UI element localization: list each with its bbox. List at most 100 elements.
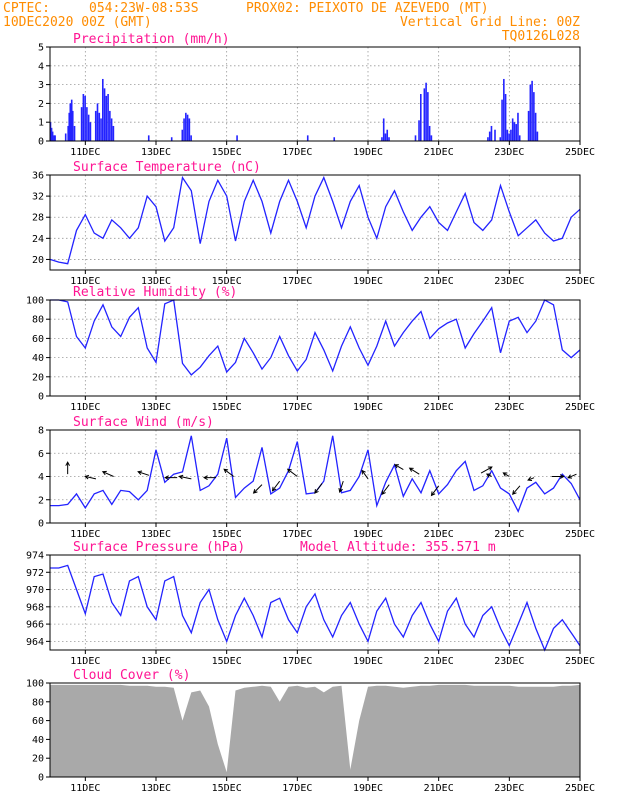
cloud-xtick-label: 13DEC	[141, 783, 171, 794]
precip-bar	[536, 131, 539, 141]
precip-title: Precipitation (mm/h)	[73, 32, 230, 47]
pressure-xtick-label: 15DEC	[212, 656, 242, 667]
precip-bar	[53, 135, 55, 141]
pressure-ytick-label: 966	[26, 620, 44, 631]
header-station: PROX02: PEIXOTO DE AZEVEDO (MT)	[246, 1, 489, 16]
precip-bar	[504, 94, 507, 141]
cloud-ytick-label: 60	[32, 716, 44, 727]
temp-xtick-label: 21DEC	[424, 276, 454, 287]
pressure-xtick-label: 21DEC	[424, 656, 454, 667]
wind-arrow	[408, 467, 420, 475]
humidity-xtick-label: 11DEC	[70, 402, 100, 413]
temp-ytick-label: 32	[32, 192, 44, 203]
precip-bar	[71, 110, 74, 141]
precip-bar	[427, 92, 429, 141]
precip-bar	[518, 135, 521, 141]
humidity-xtick-label: 25DEC	[565, 402, 595, 413]
precip-bar	[64, 133, 67, 141]
precip-bar	[112, 125, 115, 141]
precip-ytick-label: 5	[38, 43, 44, 54]
pressure-xtick-label: 11DEC	[70, 656, 100, 667]
precip-xtick-label: 21DEC	[424, 147, 454, 158]
humidity-xtick-label: 21DEC	[424, 402, 454, 413]
precip-bar	[487, 137, 489, 141]
precip-xtick-label: 19DEC	[353, 147, 383, 158]
precip-panel: 0 1 2 3 4 5 11DEC 13DEC 15DEC 17DEC 19DEC 21DEC 23DE…	[38, 32, 595, 158]
precip-bar	[414, 135, 417, 141]
precip-bar	[185, 112, 187, 141]
wind-arrow	[551, 474, 565, 479]
precip-bar	[428, 125, 431, 141]
precip-bar	[506, 129, 509, 141]
cloud-xtick-label: 25DEC	[565, 783, 595, 794]
precip-bar	[511, 118, 514, 141]
precip-bar	[49, 122, 52, 141]
temp-xtick-label: 15DEC	[212, 276, 242, 287]
precip-bar	[190, 135, 192, 141]
cloud-xtick-label: 21DEC	[424, 783, 454, 794]
humidity-ytick-label: 100	[26, 296, 44, 307]
precip-bar	[100, 118, 102, 141]
precip-ytick-label: 4	[38, 61, 44, 72]
cloud-title: Cloud Cover (%)	[73, 668, 190, 683]
precip-ytick-label: 0	[38, 137, 44, 148]
precip-bar	[386, 129, 389, 141]
humidity-ytick-label: 20	[32, 372, 44, 383]
precip-bar	[86, 107, 88, 141]
precip-bar	[333, 137, 336, 141]
wind-arrow	[338, 480, 344, 493]
wind-arrow	[361, 469, 369, 480]
pressure-frame	[49, 554, 581, 651]
precip-xtick-label: 23DEC	[494, 147, 524, 158]
wind-arrow	[485, 473, 492, 478]
precip-bar	[107, 94, 109, 141]
cloud-panel: 0 20 40 60 80 100 11DEC 13DEC 15DEC 17DEC 19DEC 21D…	[26, 668, 595, 794]
temp-xtick-label: 17DEC	[282, 276, 312, 287]
precip-bar	[69, 103, 72, 141]
precip-bar	[534, 112, 537, 141]
precip-bar	[306, 135, 309, 141]
wind-arrow	[223, 468, 235, 477]
wind-xtick-label: 25DEC	[565, 529, 595, 540]
temp-title: Surface Temperature (nC)	[73, 160, 261, 175]
temp-frame	[49, 174, 581, 271]
precip-bar	[98, 112, 101, 141]
wind-ytick-label: 0	[38, 519, 44, 530]
temp-xtick-label: 19DEC	[353, 276, 383, 287]
cloud-area	[50, 684, 580, 777]
cloud-ytick-label: 80	[32, 697, 44, 708]
wind-arrow	[527, 476, 535, 482]
pressure-xtick-label: 23DEC	[494, 656, 524, 667]
cloud-ytick-label: 0	[38, 773, 44, 784]
precip-bar	[94, 110, 97, 141]
wind-ytick-label: 8	[38, 426, 44, 437]
pressure-line	[50, 564, 581, 652]
cloud-xtick-label: 11DEC	[70, 783, 100, 794]
wind-arrow	[286, 468, 298, 477]
precip-bar	[488, 131, 491, 141]
precip-bar	[515, 124, 517, 141]
precip-bar	[388, 137, 390, 141]
cloud-frame	[49, 682, 581, 778]
precip-xtick-label: 25DEC	[565, 147, 595, 158]
wind-xtick-label: 21DEC	[424, 529, 454, 540]
wind-xtick-label: 19DEC	[353, 529, 383, 540]
precip-xtick-label: 13DEC	[141, 147, 171, 158]
precip-bar	[425, 82, 427, 141]
pressure-ytick-label: 968	[26, 602, 44, 613]
precip-bar	[508, 133, 510, 141]
precip-bar	[183, 118, 185, 141]
precip-bar	[510, 129, 512, 141]
wind-xtick-label: 23DEC	[494, 529, 524, 540]
wind-xtick-label: 11DEC	[70, 529, 100, 540]
precip-frame	[49, 46, 581, 142]
wind-arrow	[164, 475, 178, 481]
cloud-ytick-label: 40	[32, 735, 44, 746]
precip-bar	[96, 103, 99, 141]
precip-bar	[418, 120, 420, 141]
temp-xtick-label: 25DEC	[565, 276, 595, 287]
precip-bar	[381, 137, 383, 141]
cloud-xtick-label: 19DEC	[353, 783, 383, 794]
humidity-xtick-label: 23DEC	[494, 402, 524, 413]
precip-bar	[420, 94, 422, 141]
